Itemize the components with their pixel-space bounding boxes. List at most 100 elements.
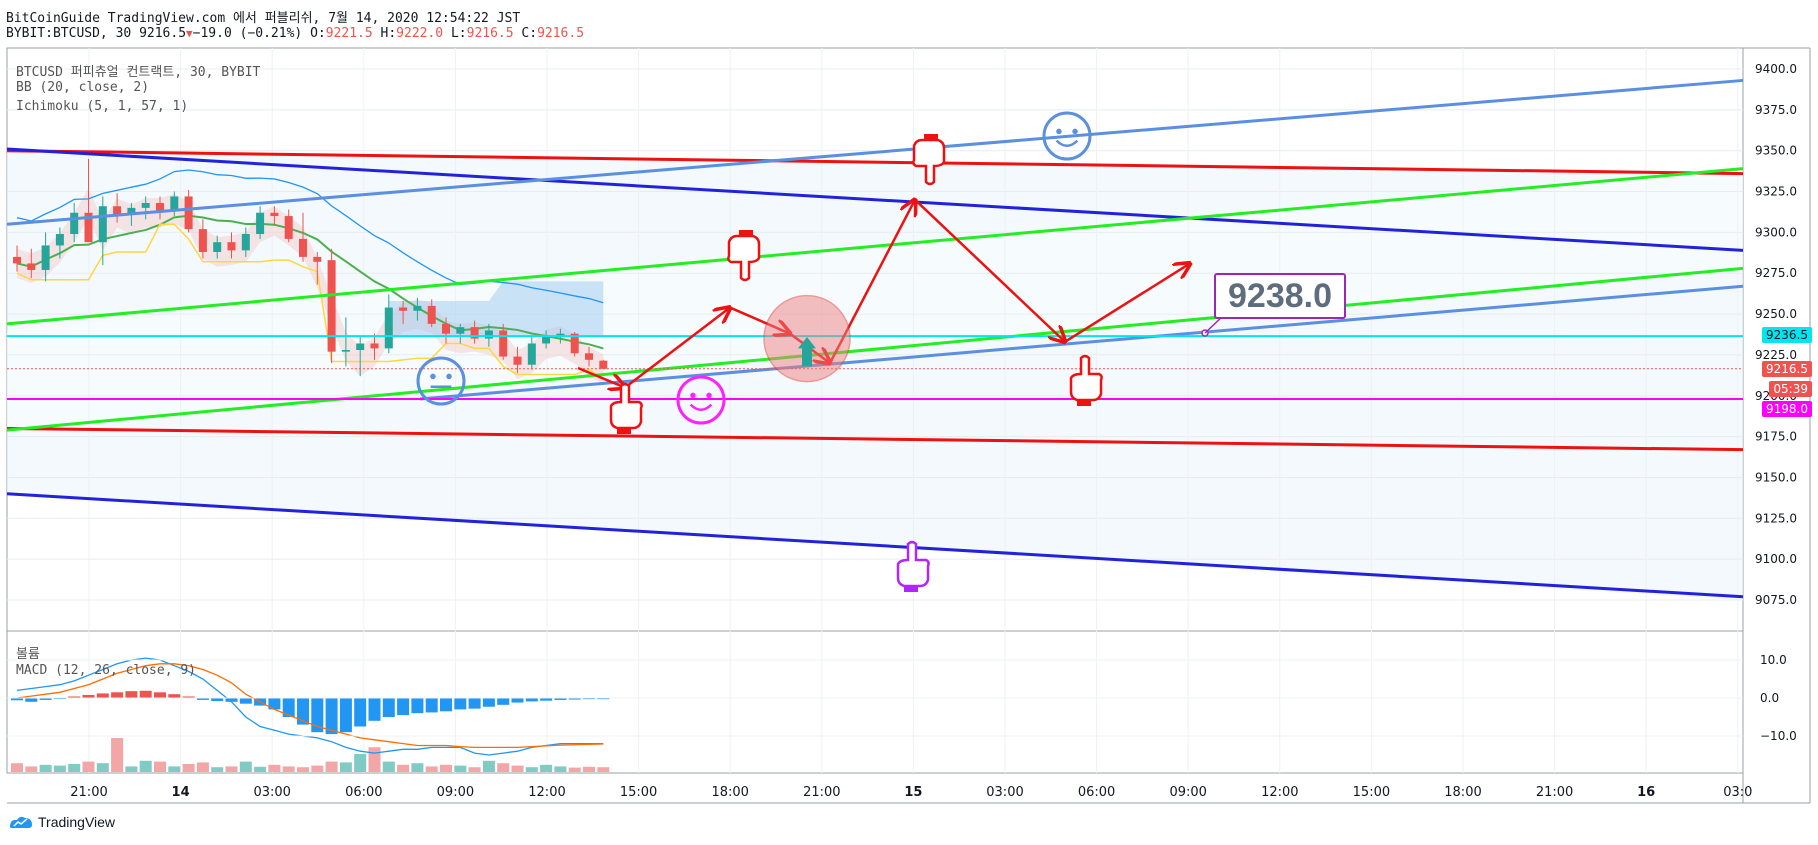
macd-label[interactable]: MACD (12, 26, close, 9) xyxy=(16,663,197,678)
volume-bar xyxy=(53,765,66,772)
macd-histogram-bar xyxy=(211,698,224,702)
candle-body xyxy=(70,212,79,235)
time-tick-label: 03:00 xyxy=(986,785,1023,800)
candle-body xyxy=(84,212,93,243)
macd-histogram-bar xyxy=(511,698,524,703)
candle-body xyxy=(213,242,222,252)
high-label: H: xyxy=(380,26,397,41)
macd-signal-line xyxy=(16,663,604,749)
forecast-arrow xyxy=(624,308,730,389)
candle-body xyxy=(356,343,365,351)
macd-histogram-bar xyxy=(411,698,424,714)
time-tick-label: 21:00 xyxy=(1536,785,1573,800)
ichimoku-cloud xyxy=(16,169,604,384)
volume-bar xyxy=(11,763,23,772)
volume-bar xyxy=(154,761,166,772)
price-tick-label: 9100.0 xyxy=(1755,552,1797,566)
macd-histogram-bar xyxy=(339,698,352,733)
volume-label[interactable]: 볼륨 xyxy=(16,647,40,662)
countdown-tag: 05:39 xyxy=(1769,381,1812,397)
macd-histogram-bar xyxy=(297,698,309,725)
volume-bar xyxy=(239,761,252,772)
legend-ichimoku[interactable]: Ichimoku (5, 1, 57, 1) xyxy=(16,99,189,114)
candle-body xyxy=(156,202,164,212)
volume-bar xyxy=(297,767,309,772)
open-value: 9221.5 xyxy=(325,26,373,41)
macd-histogram-bar xyxy=(311,698,324,733)
macd-axis: 10.0 0.0 −10.0 xyxy=(7,653,1797,743)
lightblue-upper-trendline xyxy=(6,78,1744,226)
price-axis[interactable]: 9400.0 9375.0 9350.0 9325.0 9300.0 9275.0 9250… xyxy=(1755,62,1797,607)
legend-bb[interactable]: BB (20, close, 2) xyxy=(16,80,150,95)
macd-histogram-bar xyxy=(168,694,181,698)
macd-line xyxy=(16,657,604,756)
blue-upper-trendline xyxy=(6,147,1744,252)
volume-bar xyxy=(182,764,195,772)
legend-title[interactable]: BTCUSD 퍼피츄얼 컨트랙트, 30, BYBIT xyxy=(16,65,261,80)
time-tick-label: 06:00 xyxy=(345,785,382,800)
time-tick-label: 14 xyxy=(172,785,190,800)
macd-histogram-bar xyxy=(268,698,281,710)
price-tick-label: 9225.0 xyxy=(1755,348,1797,362)
macd-histogram-bar xyxy=(111,692,124,698)
hand-pointer-icon-outline xyxy=(1069,354,1103,402)
candle-body xyxy=(599,360,608,369)
volume-bar xyxy=(597,767,610,772)
candle-body xyxy=(470,327,479,339)
volume-bar xyxy=(525,767,538,772)
symbol-label[interactable]: BYBIT:BTCUSD, 30 xyxy=(6,26,132,41)
macd-histogram-bar xyxy=(11,698,23,701)
time-tick-label: 18:00 xyxy=(711,785,748,800)
price-tick-label: 9175.0 xyxy=(1755,430,1797,444)
candle-body xyxy=(113,206,122,215)
candle-body xyxy=(384,307,393,349)
macd-histogram-bar xyxy=(68,696,81,698)
candle-body xyxy=(55,234,64,246)
time-tick-label: 15:00 xyxy=(1353,785,1390,800)
volume-bar xyxy=(268,764,281,772)
footer-brand: TradingView xyxy=(38,814,116,830)
volume-bar xyxy=(411,763,424,772)
forecast-arrow xyxy=(1064,263,1190,343)
chart-canvas[interactable]: 9400.0 9375.0 9350.0 9325.0 9300.0 9275.0 9250… xyxy=(0,0,1818,810)
price-change: −19.0 (−0.21%) xyxy=(192,26,303,41)
macd-histogram-bar xyxy=(125,691,138,698)
hand-pointer-icon-cuff xyxy=(924,134,938,140)
price-tick-label: 9250.0 xyxy=(1755,307,1797,321)
candle-body xyxy=(299,238,307,257)
lower-pane-frame xyxy=(6,630,1744,774)
green-lower-trendline xyxy=(6,266,1744,432)
candle-body xyxy=(442,323,450,334)
volume-bar xyxy=(425,766,438,772)
neutral-face-icon-eye xyxy=(430,373,436,380)
hand-pointer-icon-outline xyxy=(727,234,761,282)
candle-body xyxy=(341,350,350,352)
candle-body xyxy=(327,260,336,352)
price-callout[interactable]: 9238.0 xyxy=(1214,273,1346,319)
candle-body xyxy=(184,196,193,230)
low-label: L: xyxy=(450,26,467,41)
time-tick-label: 21:00 xyxy=(70,785,107,800)
volume-bar xyxy=(168,766,181,772)
volume-bar xyxy=(196,762,209,772)
price-tick-label: 9125.0 xyxy=(1755,511,1797,525)
time-axis[interactable]: 21:00 14 03:00 06:00 09:00 12:00 15:00 18:00 21:… xyxy=(70,785,1752,800)
time-tick-label: 15:00 xyxy=(620,785,657,800)
up-arrow-icon xyxy=(798,336,816,367)
hand-pointer-icon xyxy=(912,134,946,186)
candle-body xyxy=(499,330,508,357)
price-tag-last: 9216.5 xyxy=(1762,361,1812,377)
macd-histogram-bar xyxy=(196,698,209,700)
macd-histogram-bar xyxy=(583,698,595,700)
candle-body xyxy=(456,327,465,334)
red-upper-trendline xyxy=(6,149,1744,176)
macd-tick-label: 10.0 xyxy=(1760,653,1787,667)
hand-pointer-icon xyxy=(609,382,643,434)
volume-bar xyxy=(82,761,95,772)
hand-pointer-icon-cuff xyxy=(1077,400,1091,406)
ichimoku-future-cloud xyxy=(388,281,604,337)
low-value: 9216.5 xyxy=(466,26,514,41)
tradingview-footer[interactable]: TradingView xyxy=(8,814,115,830)
volume-bar xyxy=(583,766,595,772)
volume-bar xyxy=(282,766,295,772)
